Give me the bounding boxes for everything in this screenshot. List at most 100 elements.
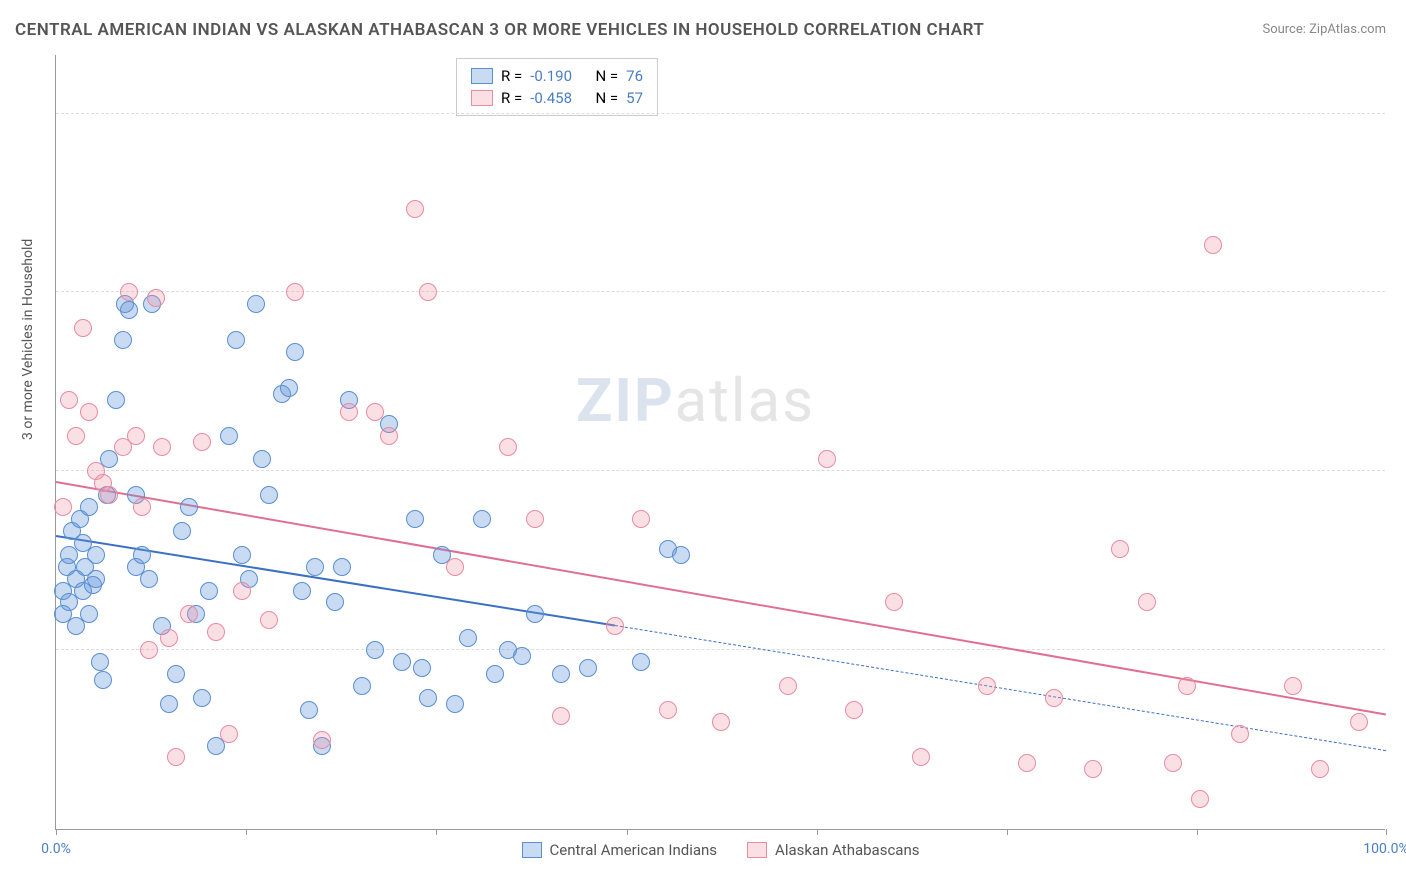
x-tick — [817, 829, 818, 835]
data-point — [845, 701, 863, 719]
data-point — [632, 653, 650, 671]
data-point — [233, 582, 251, 600]
x-tick — [1197, 829, 1198, 835]
data-point — [227, 331, 245, 349]
data-point — [366, 641, 384, 659]
data-point — [193, 433, 211, 451]
data-point — [380, 427, 398, 445]
legend-item-pink: Alaskan Athabascans — [747, 841, 919, 859]
data-point — [606, 617, 624, 635]
watermark: ZIPatlas — [576, 365, 815, 436]
data-point — [193, 689, 211, 707]
data-point — [1350, 713, 1368, 731]
data-point — [293, 582, 311, 600]
n-label: N = — [595, 67, 618, 85]
data-point — [107, 391, 125, 409]
data-point — [353, 677, 371, 695]
x-tick — [436, 829, 437, 835]
series-legend: Central American Indians Alaskan Athabas… — [522, 841, 920, 859]
data-point — [1045, 689, 1063, 707]
data-point — [167, 748, 185, 766]
data-point — [260, 486, 278, 504]
data-point — [446, 695, 464, 713]
data-point — [91, 653, 109, 671]
data-point — [779, 677, 797, 695]
data-point — [260, 611, 278, 629]
data-point — [406, 510, 424, 528]
data-point — [133, 498, 151, 516]
data-point — [313, 731, 331, 749]
data-point — [207, 623, 225, 641]
data-point — [67, 427, 85, 445]
legend-label-pink: Alaskan Athabascans — [775, 841, 919, 859]
data-point — [473, 510, 491, 528]
legend-swatch-pink — [471, 90, 493, 106]
data-point — [419, 283, 437, 301]
data-point — [80, 498, 98, 516]
data-point — [167, 665, 185, 683]
legend-item-blue: Central American Indians — [522, 841, 718, 859]
data-point — [978, 677, 996, 695]
gridline — [56, 113, 1385, 114]
data-point — [114, 331, 132, 349]
data-point — [153, 438, 171, 456]
data-point — [526, 510, 544, 528]
data-point — [233, 546, 251, 564]
data-point — [253, 450, 271, 468]
data-point — [446, 558, 464, 576]
data-point — [672, 546, 690, 564]
x-tick — [1386, 829, 1387, 835]
legend-swatch-blue — [471, 68, 493, 84]
data-point — [552, 665, 570, 683]
legend-row-blue: R = -0.190 N = 76 — [471, 65, 643, 87]
data-point — [326, 593, 344, 611]
data-point — [393, 653, 411, 671]
data-point — [1111, 540, 1129, 558]
r-value-pink: -0.458 — [530, 89, 572, 107]
x-tick — [246, 829, 247, 835]
chart-area: ZIPatlas R = -0.190 N = 76 R = -0.458 N … — [55, 55, 1385, 830]
data-point — [280, 379, 298, 397]
legend-swatch-pink-icon — [747, 842, 767, 858]
data-point — [659, 701, 677, 719]
x-tick — [56, 829, 57, 835]
data-point — [1164, 754, 1182, 772]
watermark-zip: ZIP — [576, 365, 675, 436]
source-label: Source: ZipAtlas.com — [1262, 22, 1386, 37]
data-point — [220, 427, 238, 445]
data-point — [180, 605, 198, 623]
data-point — [1204, 236, 1222, 254]
data-point — [459, 629, 477, 647]
x-tick — [627, 829, 628, 835]
data-point — [306, 558, 324, 576]
data-point — [885, 593, 903, 611]
data-point — [127, 427, 145, 445]
r-label: R = — [501, 89, 522, 107]
watermark-atlas: atlas — [675, 365, 815, 436]
data-point — [94, 671, 112, 689]
data-point — [333, 558, 351, 576]
data-point — [552, 707, 570, 725]
data-point — [486, 665, 504, 683]
data-point — [579, 659, 597, 677]
data-point — [712, 713, 730, 731]
data-point — [406, 200, 424, 218]
r-label: R = — [501, 67, 522, 85]
gridline — [56, 291, 1385, 292]
data-point — [80, 403, 98, 421]
data-point — [1018, 754, 1036, 772]
data-point — [147, 289, 165, 307]
data-point — [247, 295, 265, 313]
data-point — [173, 522, 191, 540]
data-point — [1191, 790, 1209, 808]
data-point — [1138, 593, 1156, 611]
data-point — [286, 283, 304, 301]
y-axis-label: 3 or more Vehicles in Household — [20, 239, 36, 440]
data-point — [200, 582, 218, 600]
data-point — [912, 748, 930, 766]
data-point — [120, 301, 138, 319]
data-point — [413, 659, 431, 677]
data-point — [120, 283, 138, 301]
data-point — [526, 605, 544, 623]
data-point — [499, 438, 517, 456]
